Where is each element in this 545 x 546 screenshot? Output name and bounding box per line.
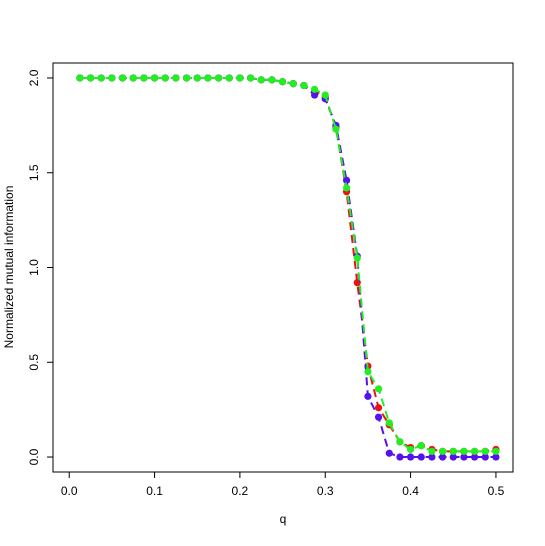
data-point [97,74,105,82]
data-point [470,447,479,455]
data-point [492,453,500,461]
data-point [385,419,393,427]
data-point [428,453,436,461]
data-point [332,125,340,133]
data-point [438,453,447,461]
data-point [364,368,372,376]
data-point [300,81,308,90]
data-point [182,74,191,82]
y-axis-label: Normalized mutual information [2,186,16,349]
data-point [225,74,233,82]
x-tick-label: 0.1 [146,484,163,498]
series-line [79,76,496,453]
data-point [268,76,276,84]
x-tick-label: 0.4 [402,484,419,498]
data-point [492,447,500,455]
data-point [140,74,148,82]
y-tick-label: 0.0 [27,448,41,465]
data-point [129,74,137,82]
data-point [342,184,351,192]
data-point [86,74,95,82]
series-line [79,76,497,453]
data-point [214,74,223,82]
data-point [460,447,468,455]
data-point [374,385,383,393]
data-point [417,442,425,450]
data-point [470,453,479,461]
data-point [460,453,468,461]
data-point [321,91,329,99]
data-point [278,78,287,86]
data-point [236,74,244,82]
data-point [374,404,383,412]
data-point [310,85,319,93]
y-tick-label: 1.0 [27,259,41,276]
data-point [406,453,415,461]
data-point [364,392,372,400]
data-point [449,453,457,461]
data-point [449,447,457,455]
data-point [257,76,265,84]
x-tick-label: 0.3 [317,484,334,498]
data-point [385,449,393,457]
x-tick-label: 0.5 [488,484,505,498]
data-point [342,176,351,184]
data-point [246,74,255,82]
data-point [428,447,436,455]
data-point [172,74,180,82]
series-line [79,76,496,459]
data-point [161,74,169,82]
data-point [289,80,297,88]
data-point [76,74,84,82]
y-tick-label: 0.5 [27,354,41,371]
y-tick-label: 2.0 [27,69,41,86]
data-point [481,453,489,461]
data-point [353,254,361,262]
data-point [204,74,212,82]
data-point [193,74,201,82]
data-point [481,447,489,455]
x-tick-label: 0.2 [232,484,249,498]
x-axis-label: q [280,512,287,526]
data-point [417,453,425,461]
data-point [108,74,116,82]
data-point [396,438,404,446]
data-point [406,445,415,454]
y-tick-label: 1.5 [27,164,41,181]
data-point [438,447,447,455]
data-point [374,413,383,421]
data-point [310,91,319,99]
data-point [118,74,127,82]
data-point [150,74,159,82]
data-point [396,453,404,461]
x-tick-label: 0.0 [61,484,78,498]
plot-frame [52,62,514,473]
